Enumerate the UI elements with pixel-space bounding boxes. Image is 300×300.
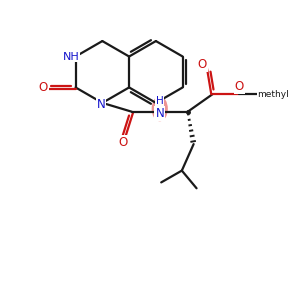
Text: O: O [235, 80, 244, 93]
Text: NH: NH [63, 52, 80, 61]
Text: N: N [97, 98, 105, 111]
Text: H: H [156, 96, 164, 106]
Text: N: N [155, 107, 164, 120]
Text: O: O [39, 81, 48, 94]
Text: methyl: methyl [257, 90, 289, 99]
Text: O: O [198, 58, 207, 71]
Text: O: O [118, 136, 128, 149]
Ellipse shape [152, 96, 168, 121]
